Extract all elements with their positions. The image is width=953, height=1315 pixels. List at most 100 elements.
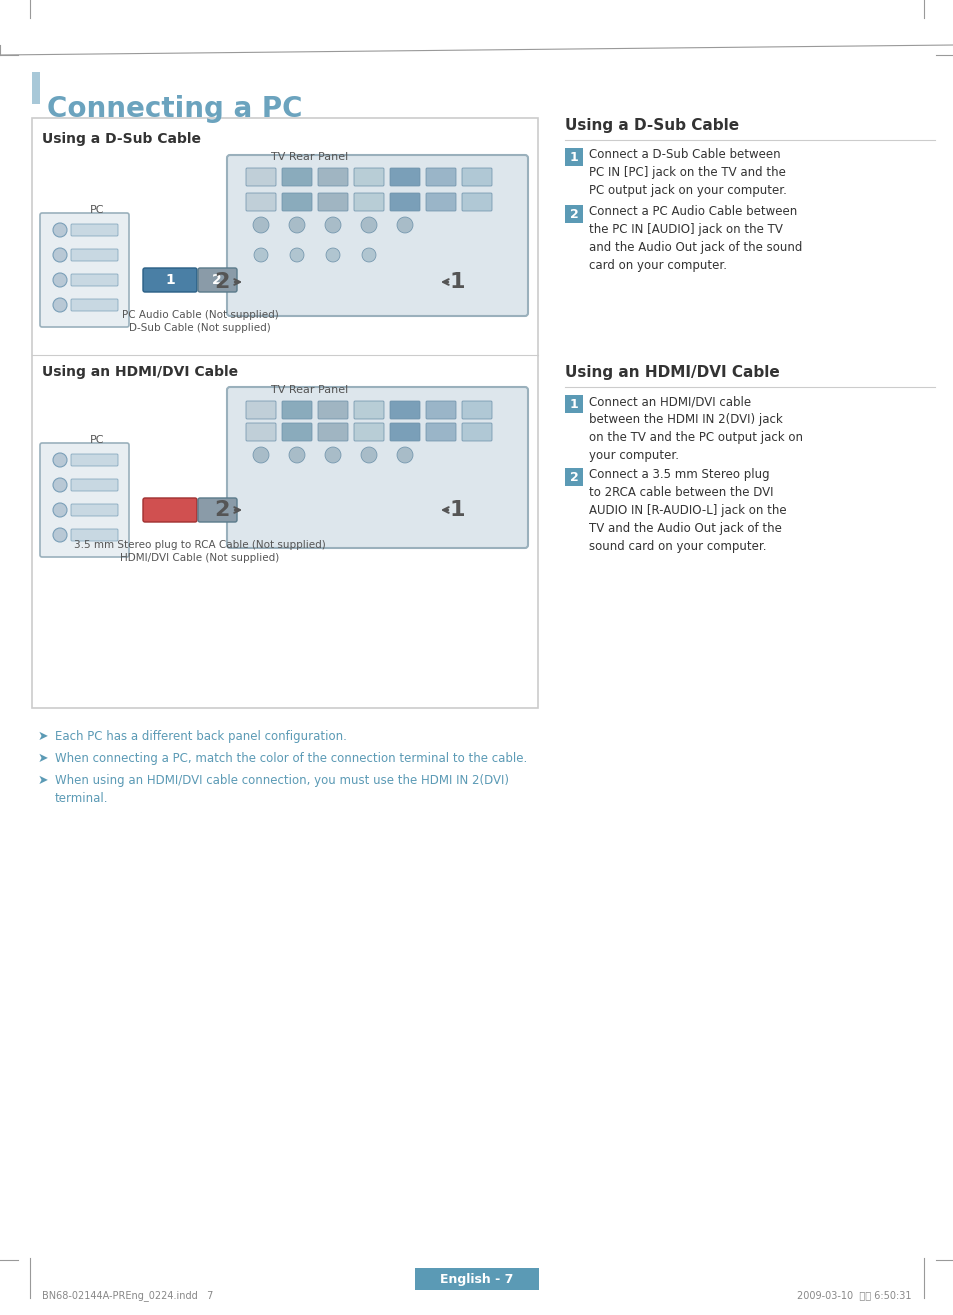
Circle shape bbox=[253, 447, 269, 463]
FancyBboxPatch shape bbox=[71, 274, 118, 285]
FancyBboxPatch shape bbox=[32, 72, 40, 104]
FancyBboxPatch shape bbox=[317, 401, 348, 419]
Text: Connect an HDMI/DVI cable
between the HDMI IN 2(DVI) jack
on the TV and the PC o: Connect an HDMI/DVI cable between the HD… bbox=[588, 394, 802, 462]
Text: Connect a D-Sub Cable between
PC IN [PC] jack on the TV and the
PC output jack o: Connect a D-Sub Cable between PC IN [PC]… bbox=[588, 149, 786, 197]
Text: Connect a 3.5 mm Stereo plug
to 2RCA cable between the DVI
AUDIO IN [R-AUDIO-L] : Connect a 3.5 mm Stereo plug to 2RCA cab… bbox=[588, 468, 786, 554]
Text: HDMI/DVI Cable (Not supplied): HDMI/DVI Cable (Not supplied) bbox=[120, 554, 279, 563]
Circle shape bbox=[360, 217, 376, 233]
Text: 2: 2 bbox=[214, 272, 230, 292]
FancyBboxPatch shape bbox=[317, 168, 348, 185]
Circle shape bbox=[361, 249, 375, 262]
FancyBboxPatch shape bbox=[71, 299, 118, 312]
Text: 1: 1 bbox=[450, 500, 465, 519]
Circle shape bbox=[53, 299, 67, 312]
Circle shape bbox=[325, 217, 340, 233]
Text: PC: PC bbox=[90, 205, 105, 214]
Circle shape bbox=[53, 452, 67, 467]
FancyBboxPatch shape bbox=[564, 394, 582, 413]
FancyBboxPatch shape bbox=[282, 168, 312, 185]
Text: PC: PC bbox=[90, 435, 105, 444]
Text: 2: 2 bbox=[569, 471, 578, 484]
Circle shape bbox=[396, 447, 413, 463]
Text: 1: 1 bbox=[450, 272, 465, 292]
FancyBboxPatch shape bbox=[282, 423, 312, 441]
FancyBboxPatch shape bbox=[390, 423, 419, 441]
FancyBboxPatch shape bbox=[143, 268, 196, 292]
FancyBboxPatch shape bbox=[143, 498, 196, 522]
FancyBboxPatch shape bbox=[426, 168, 456, 185]
Text: 2: 2 bbox=[214, 500, 230, 519]
Circle shape bbox=[396, 217, 413, 233]
FancyBboxPatch shape bbox=[354, 168, 384, 185]
FancyBboxPatch shape bbox=[461, 423, 492, 441]
Text: ➤: ➤ bbox=[38, 752, 49, 765]
FancyBboxPatch shape bbox=[354, 423, 384, 441]
FancyBboxPatch shape bbox=[426, 423, 456, 441]
FancyBboxPatch shape bbox=[71, 529, 118, 540]
Text: 2009-03-10  오후 6:50:31: 2009-03-10 오후 6:50:31 bbox=[797, 1290, 911, 1301]
FancyBboxPatch shape bbox=[246, 423, 275, 441]
Circle shape bbox=[289, 217, 305, 233]
Circle shape bbox=[53, 224, 67, 237]
Text: 2: 2 bbox=[212, 274, 222, 287]
Text: ➤: ➤ bbox=[38, 775, 49, 786]
FancyBboxPatch shape bbox=[32, 118, 537, 707]
Text: Using a D-Sub Cable: Using a D-Sub Cable bbox=[564, 118, 739, 133]
FancyBboxPatch shape bbox=[564, 149, 582, 166]
Circle shape bbox=[253, 249, 268, 262]
Text: English - 7: English - 7 bbox=[440, 1273, 513, 1286]
Circle shape bbox=[253, 217, 269, 233]
Text: Connect a PC Audio Cable between
the PC IN [AUDIO] jack on the TV
and the Audio : Connect a PC Audio Cable between the PC … bbox=[588, 205, 801, 272]
FancyBboxPatch shape bbox=[246, 168, 275, 185]
FancyBboxPatch shape bbox=[71, 249, 118, 260]
Text: 3.5 mm Stereo plug to RCA Cable (Not supplied): 3.5 mm Stereo plug to RCA Cable (Not sup… bbox=[74, 540, 326, 550]
FancyBboxPatch shape bbox=[282, 401, 312, 419]
Text: ➤: ➤ bbox=[38, 730, 49, 743]
FancyBboxPatch shape bbox=[564, 468, 582, 487]
Circle shape bbox=[53, 504, 67, 517]
Text: Each PC has a different back panel configuration.: Each PC has a different back panel confi… bbox=[55, 730, 347, 743]
FancyBboxPatch shape bbox=[354, 193, 384, 210]
Circle shape bbox=[325, 447, 340, 463]
Text: When connecting a PC, match the color of the connection terminal to the cable.: When connecting a PC, match the color of… bbox=[55, 752, 527, 765]
FancyBboxPatch shape bbox=[198, 268, 236, 292]
FancyBboxPatch shape bbox=[461, 401, 492, 419]
Circle shape bbox=[290, 249, 304, 262]
Text: D-Sub Cable (Not supplied): D-Sub Cable (Not supplied) bbox=[129, 323, 271, 333]
FancyBboxPatch shape bbox=[461, 193, 492, 210]
FancyBboxPatch shape bbox=[282, 193, 312, 210]
FancyBboxPatch shape bbox=[354, 401, 384, 419]
Text: TV Rear Panel: TV Rear Panel bbox=[271, 385, 348, 394]
FancyBboxPatch shape bbox=[246, 401, 275, 419]
Text: BN68-02144A-PREng_0224.indd   7: BN68-02144A-PREng_0224.indd 7 bbox=[42, 1290, 213, 1301]
Text: Connecting a PC: Connecting a PC bbox=[47, 95, 302, 124]
Circle shape bbox=[53, 249, 67, 262]
FancyBboxPatch shape bbox=[40, 443, 129, 558]
FancyBboxPatch shape bbox=[227, 387, 527, 548]
FancyBboxPatch shape bbox=[227, 155, 527, 316]
Text: 1: 1 bbox=[569, 397, 578, 410]
FancyBboxPatch shape bbox=[71, 454, 118, 466]
Text: 1: 1 bbox=[165, 274, 174, 287]
Text: 2: 2 bbox=[569, 208, 578, 221]
FancyBboxPatch shape bbox=[246, 193, 275, 210]
FancyBboxPatch shape bbox=[71, 479, 118, 490]
FancyBboxPatch shape bbox=[317, 423, 348, 441]
FancyBboxPatch shape bbox=[390, 168, 419, 185]
Text: PC Audio Cable (Not supplied): PC Audio Cable (Not supplied) bbox=[121, 310, 278, 320]
FancyBboxPatch shape bbox=[40, 213, 129, 327]
FancyBboxPatch shape bbox=[415, 1268, 538, 1290]
Text: Using a D-Sub Cable: Using a D-Sub Cable bbox=[42, 132, 201, 146]
Circle shape bbox=[289, 447, 305, 463]
FancyBboxPatch shape bbox=[71, 504, 118, 515]
FancyBboxPatch shape bbox=[390, 401, 419, 419]
Circle shape bbox=[326, 249, 339, 262]
FancyBboxPatch shape bbox=[390, 193, 419, 210]
FancyBboxPatch shape bbox=[426, 193, 456, 210]
Circle shape bbox=[53, 529, 67, 542]
Circle shape bbox=[360, 447, 376, 463]
Text: When using an HDMI/DVI cable connection, you must use the HDMI IN 2(DVI)
termina: When using an HDMI/DVI cable connection,… bbox=[55, 775, 509, 805]
FancyBboxPatch shape bbox=[317, 193, 348, 210]
FancyBboxPatch shape bbox=[461, 168, 492, 185]
Circle shape bbox=[53, 274, 67, 287]
